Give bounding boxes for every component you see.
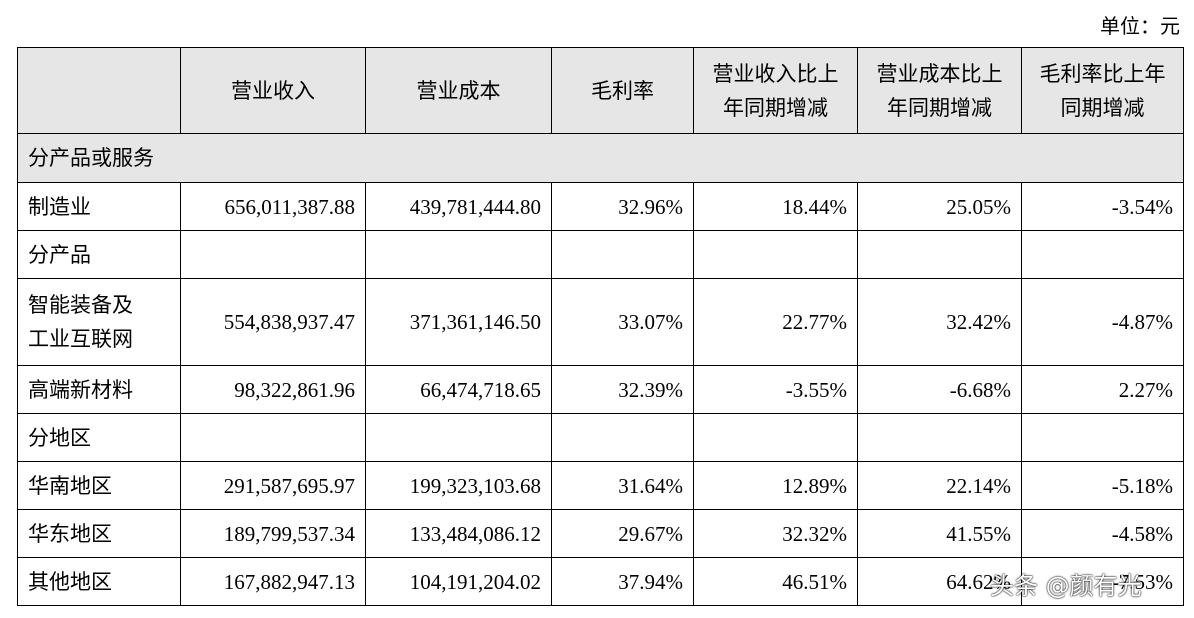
table-body: 分产品或服务 制造业 656,011,387.88 439,781,444.80 32.… <box>17 133 1184 606</box>
cell: 439,781,444.80 <box>365 182 552 231</box>
row-label: 智能装备及 工业互联网 <box>17 278 181 366</box>
cell: 41.55% <box>857 509 1022 558</box>
cell: 46.51% <box>693 557 858 606</box>
cell: 37.94% <box>551 557 694 606</box>
cell: 291,587,695.97 <box>180 461 366 510</box>
cell: 33.07% <box>551 278 694 366</box>
header-cell <box>17 47 181 134</box>
row-label: 华东地区 <box>17 509 181 558</box>
cell: -4.87% <box>1021 278 1184 366</box>
table-row: 华南地区 291,587,695.97 199,323,103.68 31.64% 12… <box>17 461 1184 510</box>
cell: 199,323,103.68 <box>365 461 552 510</box>
row-label: 分地区 <box>17 413 181 462</box>
cell: 29.67% <box>551 509 694 558</box>
cell <box>365 230 552 279</box>
cell: 64.62% <box>857 557 1022 606</box>
cell: 22.14% <box>857 461 1022 510</box>
cell: 656,011,387.88 <box>180 182 366 231</box>
cell: 189,799,537.34 <box>180 509 366 558</box>
cell: -4.58% <box>1021 509 1184 558</box>
cell: 98,322,861.96 <box>180 365 366 414</box>
data-table: 营业收入 营业成本 毛利率 营业收入比上 年同期增减 营业成本比上 年同期增减 毛利率比上… <box>17 47 1184 606</box>
cell <box>180 230 366 279</box>
cell <box>857 230 1022 279</box>
header-row: 营业收入 营业成本 毛利率 营业收入比上 年同期增减 营业成本比上 年同期增减 毛利率比上… <box>17 47 1184 134</box>
table-row: 华东地区 189,799,537.34 133,484,086.12 29.67% 32… <box>17 509 1184 558</box>
cell <box>1021 230 1184 279</box>
section-cell: 分产品或服务 <box>17 133 1184 183</box>
header-cell: 营业成本比上 年同期增减 <box>857 47 1022 134</box>
table-row: 制造业 656,011,387.88 439,781,444.80 32.96% 18.… <box>17 182 1184 231</box>
cell: -5.18% <box>1021 461 1184 510</box>
cell: 25.05% <box>857 182 1022 231</box>
cell: 554,838,937.47 <box>180 278 366 366</box>
cell: 12.89% <box>693 461 858 510</box>
cell: 2.27% <box>1021 365 1184 414</box>
cell: 32.32% <box>693 509 858 558</box>
cell <box>857 413 1022 462</box>
cell <box>551 230 694 279</box>
unit-label: 单位：元 <box>1100 16 1180 38</box>
cell <box>693 413 858 462</box>
cell: -3.55% <box>693 365 858 414</box>
cell: 66,474,718.65 <box>365 365 552 414</box>
table-row: 分产品 <box>17 230 1184 279</box>
table-row: 高端新材料 98,322,861.96 66,474,718.65 32.39% -3.… <box>17 365 1184 414</box>
cell <box>693 230 858 279</box>
row-label: 制造业 <box>17 182 181 231</box>
row-label: 高端新材料 <box>17 365 181 414</box>
watermark: 头条 @颜有光 <box>990 572 1142 600</box>
table-row: 其他地区 167,882,947.13 104,191,204.02 37.94% 46… <box>17 557 1184 606</box>
cell <box>180 413 366 462</box>
cell: 371,361,146.50 <box>365 278 552 366</box>
cell: -7.53% <box>1021 557 1184 606</box>
cell <box>1021 413 1184 462</box>
cell: 104,191,204.02 <box>365 557 552 606</box>
header-cell: 营业收入比上 年同期增减 <box>693 47 858 134</box>
cell: 32.42% <box>857 278 1022 366</box>
cell: -3.54% <box>1021 182 1184 231</box>
table-row: 分地区 <box>17 413 1184 462</box>
row-label: 华南地区 <box>17 461 181 510</box>
section-row: 分产品或服务 <box>17 133 1184 183</box>
cell: 167,882,947.13 <box>180 557 366 606</box>
cell: 22.77% <box>693 278 858 366</box>
cell: 18.44% <box>693 182 858 231</box>
table-header: 营业收入 营业成本 毛利率 营业收入比上 年同期增减 营业成本比上 年同期增减 毛利率比上… <box>17 47 1184 134</box>
header-cell: 毛利率比上年 同期增减 <box>1021 47 1184 134</box>
cell: 32.39% <box>551 365 694 414</box>
cell <box>365 413 552 462</box>
row-label: 其他地区 <box>17 557 181 606</box>
cell: -6.68% <box>857 365 1022 414</box>
cell: 133,484,086.12 <box>365 509 552 558</box>
cell <box>551 413 694 462</box>
header-cell: 毛利率 <box>551 47 694 134</box>
row-label: 分产品 <box>17 230 181 279</box>
header-cell: 营业收入 <box>180 47 366 134</box>
table-row: 智能装备及 工业互联网 554,838,937.47 371,361,146.50 3… <box>17 278 1184 366</box>
header-cell: 营业成本 <box>365 47 552 134</box>
cell: 32.96% <box>551 182 694 231</box>
cell: 31.64% <box>551 461 694 510</box>
